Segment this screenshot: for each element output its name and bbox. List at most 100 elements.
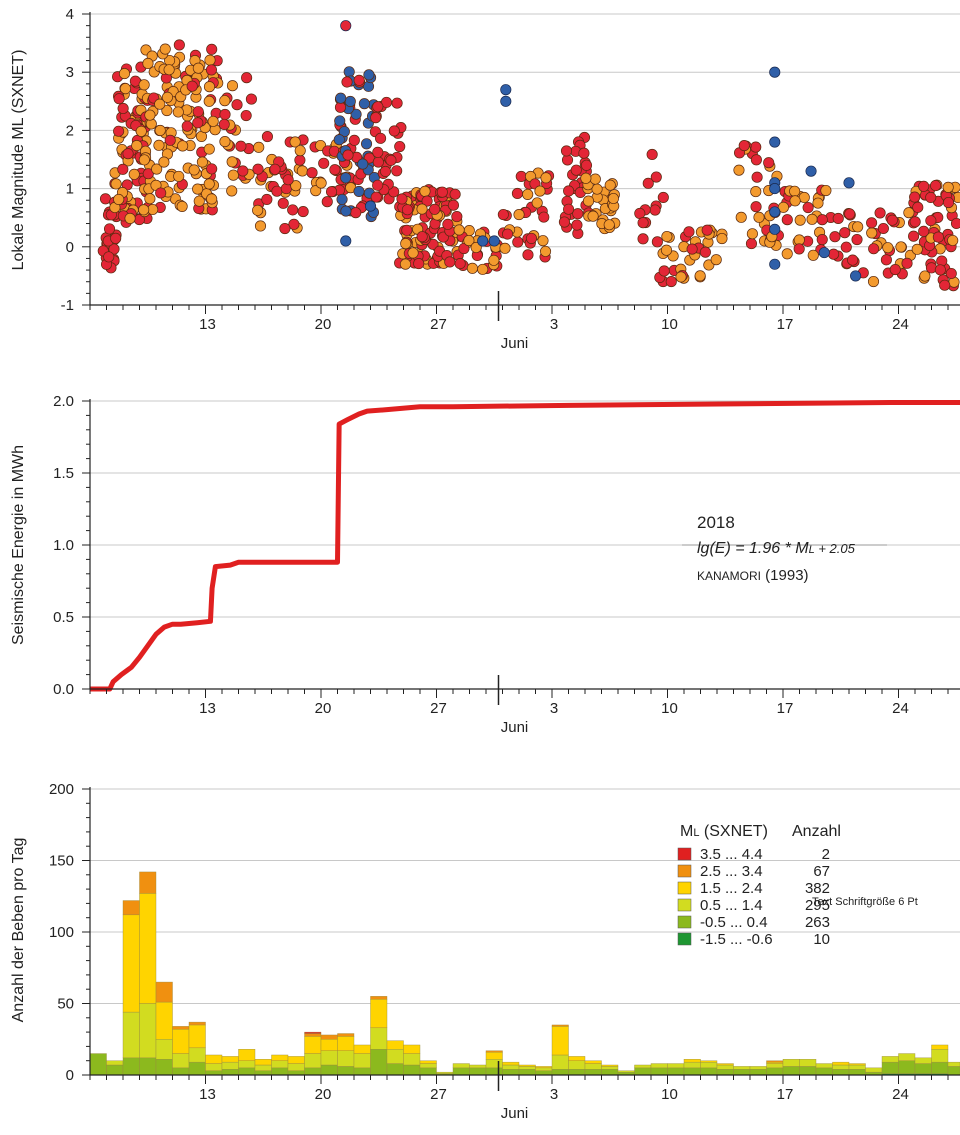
earthquake-point bbox=[699, 246, 711, 258]
earthquake-point bbox=[844, 208, 856, 220]
earthquake-point bbox=[235, 140, 247, 152]
bar-segment bbox=[551, 1054, 569, 1070]
earthquake-point bbox=[911, 243, 923, 255]
earthquake-point bbox=[357, 158, 369, 170]
earthquake-point bbox=[207, 115, 219, 127]
bar-segment bbox=[106, 1064, 124, 1076]
energy-x-tick-label: 17 bbox=[777, 700, 794, 717]
bar-segment bbox=[716, 1063, 734, 1066]
earthquake-point bbox=[329, 164, 341, 176]
earthquake-point bbox=[570, 164, 582, 176]
earthquake-point bbox=[637, 233, 649, 245]
energy-axes: 2.0 1.5 1.0 0.5 0.0 13 20 27 3 10 17 24 Juni bbox=[53, 393, 960, 736]
bar-segment bbox=[122, 1011, 140, 1059]
legend-count: 295 bbox=[805, 897, 830, 914]
bar-segment bbox=[122, 900, 140, 916]
bar-segment bbox=[188, 1021, 206, 1026]
bar-segment bbox=[568, 1069, 586, 1076]
bar-segment bbox=[485, 1059, 503, 1069]
earthquake-point bbox=[192, 62, 204, 74]
count-y-tick-label: 150 bbox=[49, 853, 74, 870]
magnitude-points bbox=[97, 20, 960, 292]
earthquake-point bbox=[829, 231, 841, 243]
bar-segment bbox=[238, 1060, 256, 1069]
magnitude-y-axis-label: Lokale Magnitude ML (SXNET) bbox=[10, 50, 27, 271]
earthquake-point bbox=[138, 154, 150, 166]
earthquake-point bbox=[350, 108, 362, 120]
earthquake-point bbox=[124, 212, 136, 224]
bar-segment bbox=[403, 1044, 421, 1054]
earthquake-point bbox=[363, 69, 375, 81]
earthquake-point bbox=[135, 125, 147, 137]
count-x-tick-label: 17 bbox=[777, 1086, 794, 1103]
bar-segment bbox=[320, 1034, 338, 1040]
earthquake-point bbox=[449, 188, 461, 200]
earthquake-point bbox=[358, 98, 370, 110]
bar-segment bbox=[287, 1056, 305, 1064]
bar-segment bbox=[469, 1064, 487, 1069]
bar-segment bbox=[155, 1001, 173, 1040]
earthquake-point bbox=[155, 187, 167, 199]
legend-count: 263 bbox=[805, 914, 830, 931]
bar-segment bbox=[617, 1070, 635, 1073]
earthquake-point bbox=[895, 241, 907, 253]
earthquake-point bbox=[769, 258, 781, 270]
bar-segment bbox=[320, 1064, 338, 1076]
earthquake-point bbox=[939, 279, 951, 291]
earthquake-point bbox=[750, 154, 762, 166]
energy-x-tick-label: 10 bbox=[661, 700, 678, 717]
earthquake-point bbox=[604, 179, 616, 191]
earthquake-point bbox=[675, 271, 687, 283]
bar-segment bbox=[881, 1061, 899, 1074]
earthquake-point bbox=[388, 125, 400, 137]
bar-segment bbox=[716, 1064, 734, 1070]
earthquake-point bbox=[701, 224, 713, 236]
earthquake-point bbox=[777, 201, 789, 213]
earthquake-point bbox=[108, 243, 120, 255]
bar-segment bbox=[221, 1061, 239, 1070]
earthquake-point bbox=[781, 248, 793, 260]
bar-segment bbox=[502, 1069, 520, 1076]
earthquake-point bbox=[603, 219, 615, 231]
earthquake-point bbox=[226, 156, 238, 168]
earthquake-point bbox=[580, 172, 592, 184]
earthquake-point bbox=[340, 172, 352, 184]
earthquake-point bbox=[649, 204, 661, 216]
earthquake-point bbox=[193, 195, 205, 207]
earthquake-point bbox=[206, 193, 218, 205]
magnitude-x-tick-label: 17 bbox=[777, 316, 794, 333]
earthquake-point bbox=[840, 241, 852, 253]
bar-segment bbox=[188, 1061, 206, 1076]
legend-swatch bbox=[677, 932, 692, 946]
earthquake-point bbox=[142, 168, 154, 180]
earthquake-point bbox=[321, 196, 333, 208]
earthquake-point bbox=[488, 235, 500, 247]
bar-segment bbox=[304, 1036, 322, 1054]
earthquake-point bbox=[820, 184, 832, 197]
earthquake-point bbox=[942, 181, 954, 193]
earthquake-point bbox=[372, 101, 384, 113]
earthquake-point bbox=[325, 186, 338, 198]
earthquake-point bbox=[154, 98, 166, 110]
bar-segment bbox=[931, 1044, 949, 1050]
energy-y-tick-label: 0.5 bbox=[53, 609, 74, 626]
earthquake-point bbox=[889, 263, 901, 276]
bar-segment bbox=[535, 1067, 553, 1071]
earthquake-point bbox=[918, 180, 930, 192]
earthquake-point bbox=[454, 258, 466, 270]
legend-swatch bbox=[677, 898, 692, 912]
earthquake-point bbox=[733, 164, 745, 176]
earthquake-point bbox=[192, 117, 204, 129]
earthquake-point bbox=[812, 197, 824, 209]
earthquake-point bbox=[419, 185, 431, 197]
count-bars bbox=[89, 871, 960, 1076]
bar-segment bbox=[238, 1049, 256, 1061]
bar-segment bbox=[122, 914, 140, 1013]
energy-y-tick-label: 1.5 bbox=[53, 465, 74, 482]
earthquake-point bbox=[138, 79, 150, 91]
bar-segment bbox=[782, 1066, 800, 1076]
magnitude-x-tick-label: 20 bbox=[315, 316, 332, 333]
bar-segment bbox=[452, 1063, 470, 1069]
earthquake-point bbox=[650, 171, 662, 183]
